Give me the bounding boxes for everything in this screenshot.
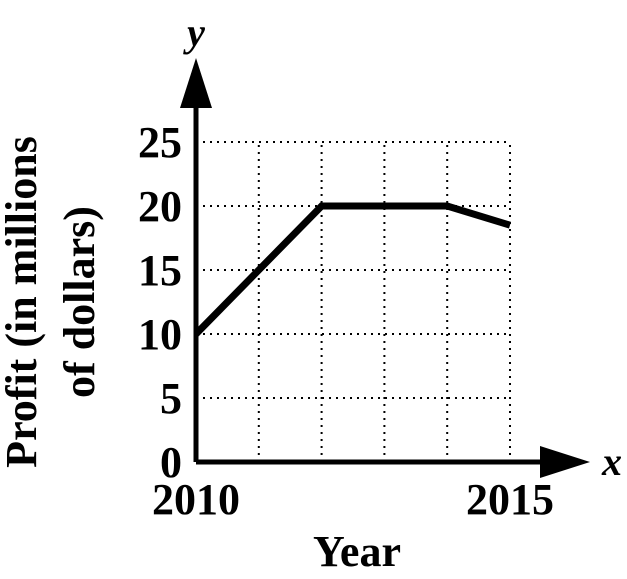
- y-axis-arrowhead: [180, 58, 212, 108]
- y-tick-label: 15: [138, 246, 182, 295]
- y-tick-label: 5: [160, 374, 182, 423]
- x-axis-title: Year: [313, 527, 401, 576]
- x-axis-variable: x: [601, 439, 622, 484]
- y-tick-label: 25: [138, 118, 182, 167]
- x-axis-arrowhead: [540, 446, 590, 478]
- axes: [180, 58, 590, 478]
- y-tick-label: 0: [160, 438, 182, 487]
- y-axis-title-line-1: Profit (in millions: [0, 136, 46, 468]
- x-tick-label: 2015: [466, 475, 554, 524]
- y-tick-labels: 0 5 10 15 20 25: [138, 118, 182, 487]
- series: [193, 202, 512, 337]
- x-tick-label: 2010: [152, 475, 240, 524]
- y-tick-label: 10: [138, 310, 182, 359]
- x-tick-labels: 2010 2015: [152, 475, 554, 524]
- y-axis-title: Profit (in millions of dollars): [0, 136, 104, 468]
- profit-series-line: [193, 202, 512, 337]
- y-axis-title-line-2: of dollars): [55, 206, 104, 398]
- grid: [196, 141, 511, 462]
- y-tick-label: 20: [138, 182, 182, 231]
- y-axis-variable: y: [183, 10, 205, 55]
